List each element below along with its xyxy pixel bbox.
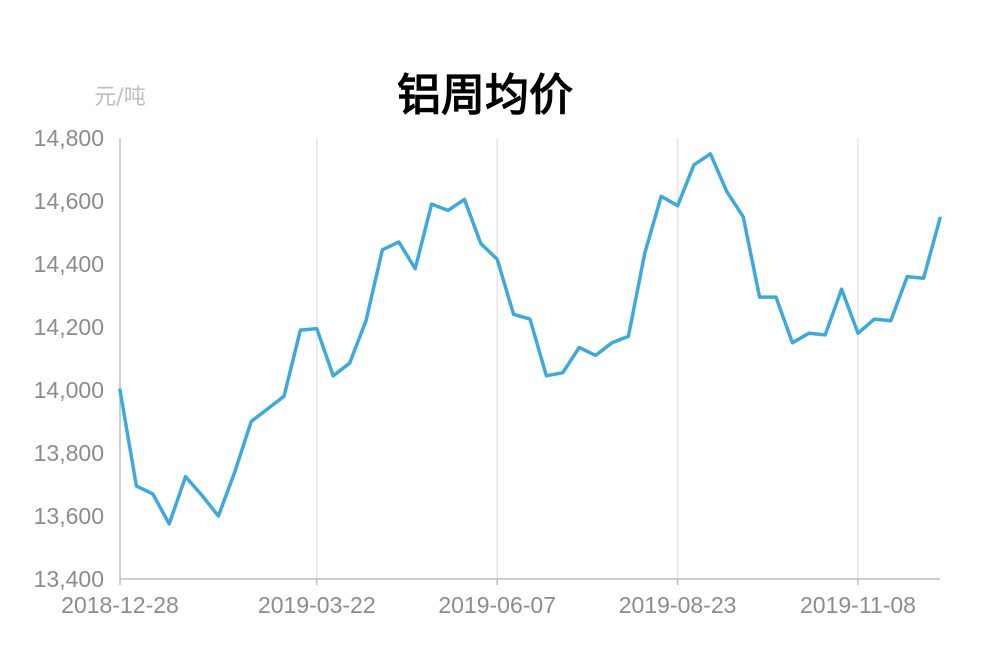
data-point [922, 276, 926, 280]
data-point [774, 295, 778, 299]
data-point [610, 341, 614, 345]
data-point [528, 317, 532, 321]
data-point [856, 331, 860, 335]
data-point [725, 190, 729, 194]
x-tick-label: 2018-12-28 [61, 592, 179, 618]
data-point [380, 248, 384, 252]
x-tick-label: 2019-06-07 [438, 592, 556, 618]
data-point [479, 242, 483, 246]
data-point [512, 312, 516, 316]
data-point [118, 388, 122, 392]
data-point [348, 361, 352, 365]
data-point [938, 216, 942, 220]
data-point [676, 204, 680, 208]
data-point [151, 492, 155, 496]
data-point [184, 475, 188, 479]
data-point [495, 257, 499, 261]
y-tick-label: 14,400 [34, 251, 104, 277]
data-point [594, 353, 598, 357]
data-point [741, 215, 745, 219]
data-point [758, 295, 762, 299]
axes [119, 138, 940, 580]
data-point [577, 345, 581, 349]
data-point [708, 152, 712, 156]
x-tick-label: 2019-11-08 [800, 592, 916, 618]
data-point [397, 240, 401, 244]
data-point [659, 194, 663, 198]
y-tick-label: 14,200 [34, 314, 104, 340]
data-point [200, 494, 204, 498]
x-tick-label: 2019-03-22 [258, 592, 376, 618]
data-point [331, 374, 335, 378]
y-tick-label: 13,800 [34, 440, 104, 466]
x-tick-label: 2019-08-23 [619, 592, 737, 618]
y-tick-label: 13,400 [34, 566, 104, 592]
data-point [462, 197, 466, 201]
data-point [790, 341, 794, 345]
x-axis-ticks: 2018-12-28 2019-03-22 2019-06-07 2019-08-23… [61, 579, 916, 618]
data-point [430, 202, 434, 206]
data-point [282, 394, 286, 398]
data-point [872, 317, 876, 321]
y-axis-ticks: 13,400 13,600 13,800 14,000 14,200 14,400 14,6… [34, 125, 104, 592]
data-point [266, 407, 270, 411]
data-point [364, 319, 368, 323]
data-point [807, 331, 811, 335]
y-tick-label: 14,000 [34, 377, 104, 403]
data-point [298, 328, 302, 332]
data-point [216, 514, 220, 518]
data-point [544, 374, 548, 378]
data-point [233, 470, 237, 474]
chart-title: 铝周均价 [397, 70, 573, 121]
data-point [905, 275, 909, 279]
y-tick-label: 13,600 [34, 503, 104, 529]
data-point [249, 420, 253, 424]
data-point [413, 267, 417, 271]
data-point [315, 327, 319, 331]
grid-lines [316, 138, 859, 579]
data-point [823, 333, 827, 337]
y-tick-label: 14,600 [34, 188, 104, 214]
data-point [889, 319, 893, 323]
series [118, 152, 942, 526]
y-tick-label: 14,800 [34, 125, 104, 151]
data-point [692, 163, 696, 167]
data-point [167, 522, 171, 526]
data-point [446, 208, 450, 212]
data-point [840, 287, 844, 291]
data-point [643, 251, 647, 255]
data-point [561, 371, 565, 375]
series-line [118, 152, 942, 526]
y-axis-unit-label: 元/吨 [94, 85, 145, 110]
data-point [626, 334, 630, 338]
data-point [134, 484, 138, 488]
